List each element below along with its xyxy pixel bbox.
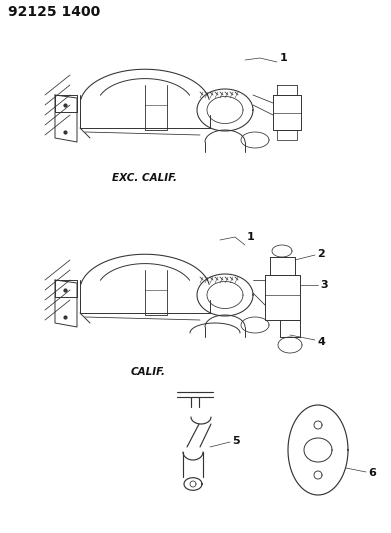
Text: 4: 4 (317, 337, 325, 347)
Text: 3: 3 (320, 280, 328, 290)
Text: 2: 2 (317, 249, 325, 259)
Text: 5: 5 (232, 436, 240, 446)
Text: 92125 1400: 92125 1400 (8, 5, 100, 19)
Text: EXC. CALIF.: EXC. CALIF. (113, 173, 178, 183)
Text: 1: 1 (280, 53, 288, 63)
Text: 1: 1 (247, 232, 255, 242)
Text: 6: 6 (368, 468, 376, 478)
Text: CALIF.: CALIF. (131, 367, 165, 377)
